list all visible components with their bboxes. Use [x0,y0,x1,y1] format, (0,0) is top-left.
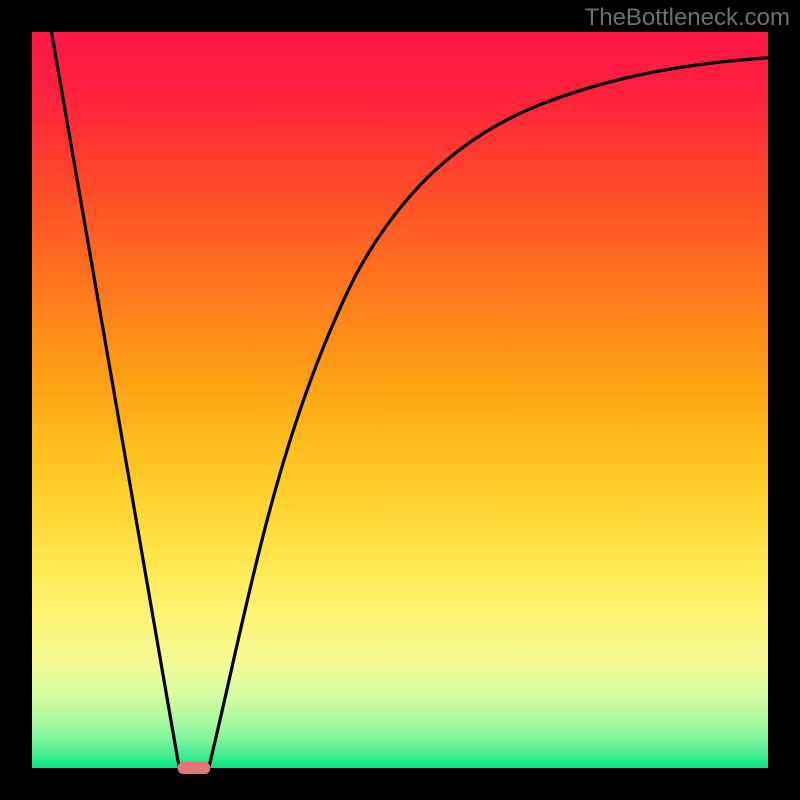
chart-canvas [0,0,800,800]
bottleneck-chart: TheBottleneck.com [0,0,800,800]
optimal-marker [178,762,210,773]
plot-area [32,32,768,768]
watermark-text: TheBottleneck.com [585,4,790,32]
